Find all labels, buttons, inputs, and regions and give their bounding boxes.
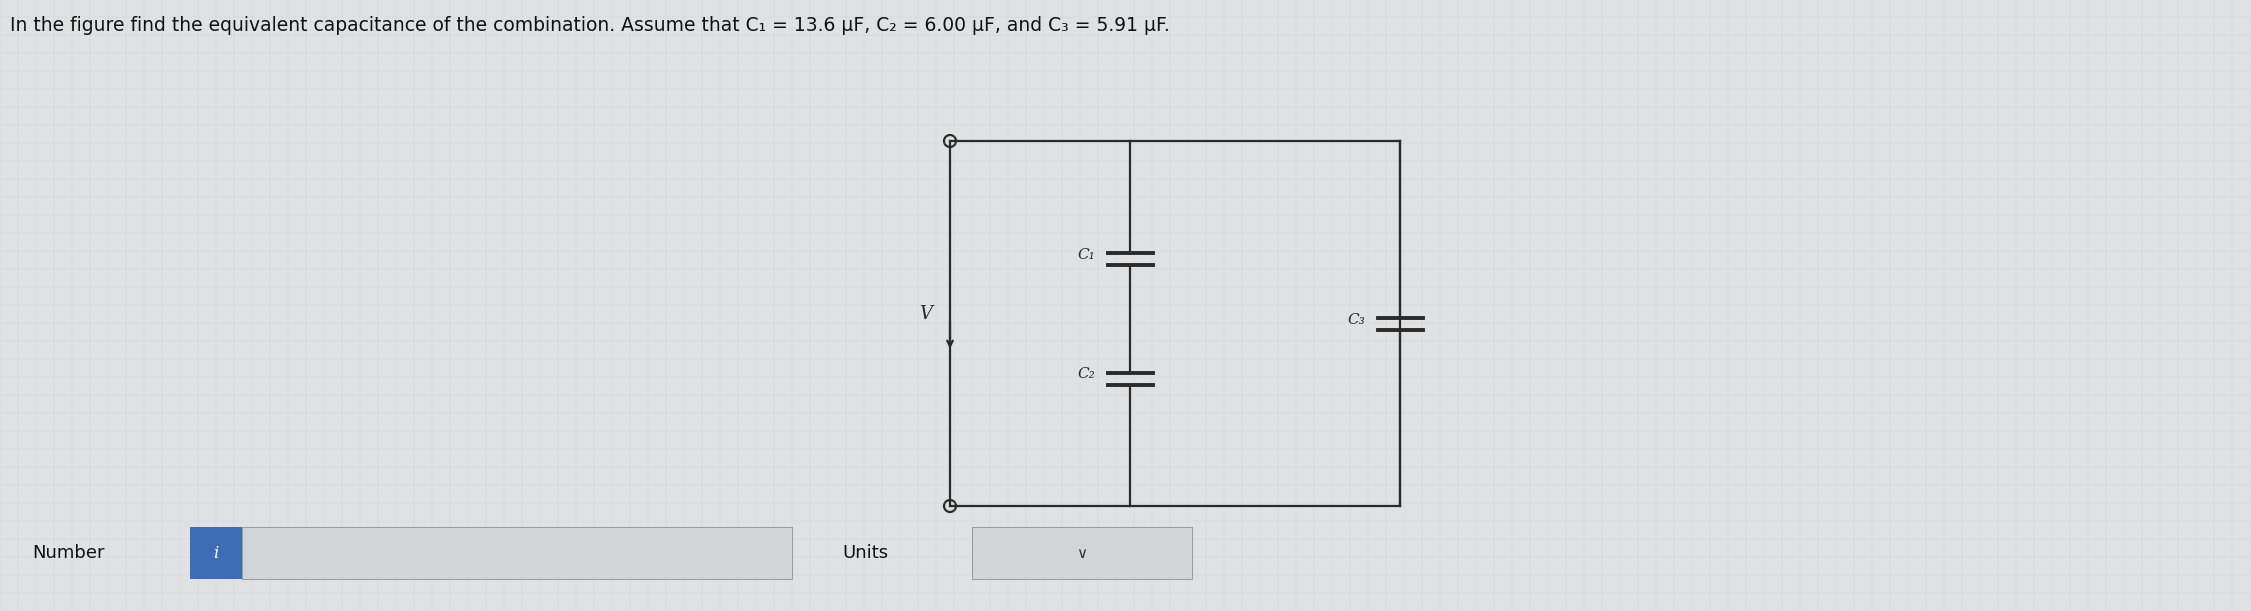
Text: Number: Number bbox=[32, 544, 104, 562]
Text: In the figure find the equivalent capacitance of the combination. Assume that C₁: In the figure find the equivalent capaci… bbox=[9, 16, 1171, 35]
Text: C₁: C₁ bbox=[1078, 247, 1096, 262]
Text: Units: Units bbox=[842, 544, 889, 562]
Text: i: i bbox=[214, 544, 218, 562]
Text: C₃: C₃ bbox=[1348, 312, 1366, 326]
FancyBboxPatch shape bbox=[189, 527, 243, 579]
FancyBboxPatch shape bbox=[972, 527, 1193, 579]
Text: C₂: C₂ bbox=[1078, 367, 1096, 381]
Text: ∨: ∨ bbox=[1076, 546, 1087, 560]
Text: V: V bbox=[918, 304, 932, 323]
FancyBboxPatch shape bbox=[243, 527, 792, 579]
